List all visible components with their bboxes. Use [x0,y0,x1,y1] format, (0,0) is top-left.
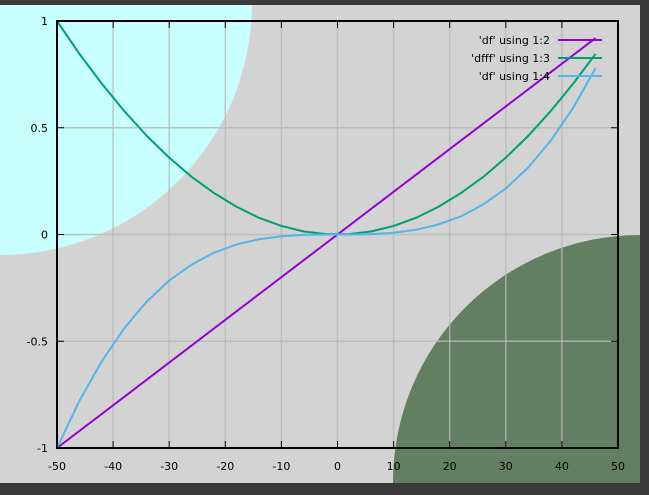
x-tick-label: 0 [334,460,341,473]
y-tick-label: 0.5 [31,122,49,135]
y-tick-label: 1 [41,15,48,28]
x-tick-label: -30 [160,460,178,473]
legend-label: 'df' using 1:4 [479,70,550,83]
x-tick-label: -10 [272,460,290,473]
y-tick-label: -0.5 [27,335,48,348]
x-tick-label: 30 [499,460,513,473]
series-group [56,20,597,449]
x-tick-label: 20 [443,460,457,473]
axis-ticks: -50 -40 -30 -20 -10 0 10 20 30 40 50 -1 -0.5 0 0.5 1 [27,15,625,473]
legend: 'df' using 1:2 'dfff' using 1:3 'df' using… [471,34,602,83]
series-line-1 [56,37,597,449]
x-tick-label: -20 [216,460,234,473]
legend-label: 'dfff' using 1:3 [471,52,550,65]
legend-label: 'df' using 1:2 [479,34,550,47]
x-tick-label: -50 [48,460,66,473]
decorations [0,5,640,483]
y-tick-label: 0 [41,229,48,242]
green-quarter-circle [392,235,640,483]
x-tick-label: -40 [104,460,122,473]
x-tick-label: 50 [611,460,625,473]
x-tick-label: 10 [387,460,401,473]
cyan-quarter-circle [0,5,252,255]
series-line-3 [56,67,597,449]
x-tick-label: 40 [555,460,569,473]
y-tick-label: -1 [37,442,48,455]
